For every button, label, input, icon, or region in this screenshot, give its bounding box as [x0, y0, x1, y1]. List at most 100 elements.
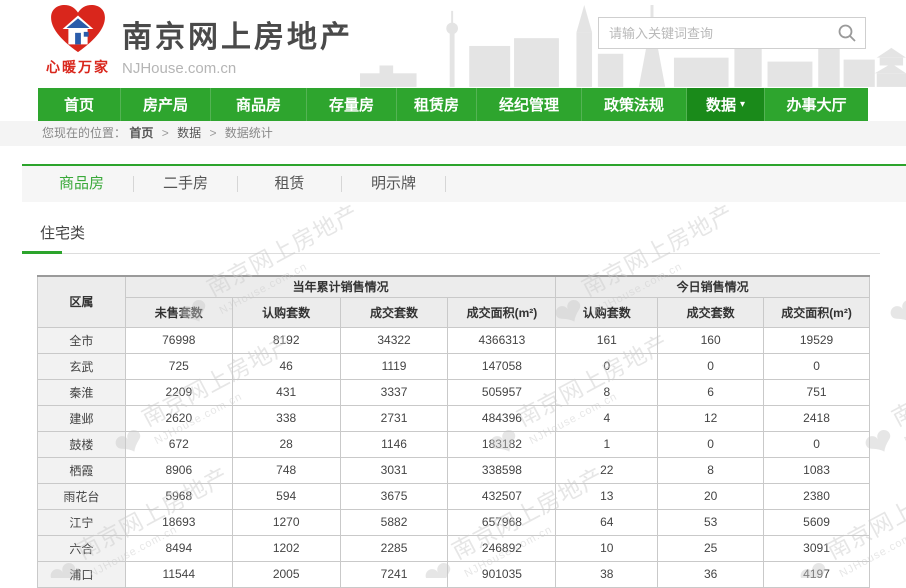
table-cell: 4366313 — [447, 326, 557, 354]
breadcrumb-separator: > — [161, 126, 169, 140]
table-cell: 432507 — [447, 482, 557, 510]
table-cell: 53 — [657, 508, 765, 536]
table-row: 建邺 2620 338 2731 484396 4 12 2418 — [37, 404, 870, 432]
table-cell: 161 — [555, 326, 659, 354]
table-row: 鼓楼 672 28 1146 183182 1 0 0 — [37, 430, 870, 458]
table-cell: 4197 — [763, 560, 870, 588]
breadcrumb: 您现在的位置： 首页 > 数据 > 数据统计 — [0, 121, 906, 146]
table-cell: 38 — [555, 560, 659, 588]
table-row: 全市 76998 8192 34322 4366313 161 160 19529 — [37, 326, 870, 354]
table-cell: 25 — [657, 534, 765, 562]
breadcrumb-current: 数据统计 — [224, 126, 273, 140]
table-row: 雨花台 5968 594 3675 432507 13 20 2380 — [37, 482, 870, 510]
table-cell: 2620 — [124, 404, 233, 432]
group-header-today-sales: 今日销售情况 — [555, 275, 870, 298]
district-cell: 全市 — [37, 326, 126, 354]
nav-item-policy[interactable]: 政策法规 — [582, 88, 687, 121]
table-cell: 2209 — [124, 378, 233, 406]
district-cell: 浦口 — [37, 560, 126, 588]
table-cell: 19529 — [763, 326, 870, 354]
col-header-unsold-units: 未售套数 — [124, 296, 233, 328]
table-cell: 8 — [555, 378, 659, 406]
table-cell: 11544 — [124, 560, 233, 588]
nav-item-commercial[interactable]: 商品房 — [211, 88, 307, 121]
col-header-subscribed-today: 认购套数 — [555, 296, 659, 328]
table-cell: 1 — [555, 430, 659, 458]
tab-disclosure-board[interactable]: 明示牌 — [342, 176, 446, 192]
district-cell: 六合 — [37, 534, 126, 562]
table-cell: 8906 — [124, 456, 233, 484]
table-cell: 3091 — [763, 534, 870, 562]
district-cell: 玄武 — [37, 352, 126, 380]
table-cell: 484396 — [447, 404, 557, 432]
breadcrumb-separator: > — [209, 126, 217, 140]
logo-slogan: 心暖万家 — [46, 59, 110, 75]
table-cell: 8494 — [124, 534, 233, 562]
col-header-area-ytd: 成交面积(m²) — [447, 296, 557, 328]
table-cell: 20 — [657, 482, 765, 510]
nav-item-data[interactable]: 数据 ▾ — [687, 88, 765, 121]
nav-item-stock[interactable]: 存量房 — [307, 88, 397, 121]
green-accent-bar — [22, 251, 62, 254]
page-header: 心暖万家 南京网上房地产 NJHouse.com.cn — [0, 0, 906, 88]
search-box — [598, 17, 866, 49]
table-cell: 725 — [124, 352, 233, 380]
table-cell: 76998 — [124, 326, 233, 354]
tab-rental[interactable]: 租赁 — [238, 176, 342, 192]
table-cell: 6 — [657, 378, 765, 406]
table-cell: 3337 — [339, 378, 449, 406]
table-cell: 338 — [231, 404, 341, 432]
tab-second-hand[interactable]: 二手房 — [134, 176, 238, 192]
table-cell: 901035 — [447, 560, 557, 588]
table-cell: 18693 — [124, 508, 233, 536]
table-cell: 8 — [657, 456, 765, 484]
nav-item-brokerage[interactable]: 经纪管理 — [477, 88, 582, 121]
table-cell: 8192 — [231, 326, 341, 354]
site-logo[interactable]: 心暖万家 — [34, 4, 122, 77]
search-input[interactable] — [599, 25, 829, 41]
district-cell: 栖霞 — [37, 456, 126, 484]
table-cell: 0 — [657, 430, 765, 458]
search-button[interactable] — [829, 18, 865, 48]
nav-item-service-hall[interactable]: 办事大厅 — [786, 97, 847, 114]
heart-house-logo-icon — [51, 4, 105, 53]
table-row: 六合 8494 1202 2285 246892 10 25 3091 — [37, 534, 870, 562]
breadcrumb-data-link[interactable]: 数据 — [177, 126, 202, 140]
breadcrumb-label: 您现在的位置： — [42, 126, 127, 140]
table-row: 浦口 11544 2005 7241 901035 38 36 4197 — [37, 560, 870, 588]
heart-icon: ❤ — [882, 288, 906, 339]
table-cell: 1202 — [231, 534, 341, 562]
table-cell: 34322 — [339, 326, 449, 354]
table-cell: 5882 — [339, 508, 449, 536]
table-cell: 7241 — [339, 560, 449, 588]
site-domain: NJHouse.com.cn — [122, 60, 237, 77]
district-cell: 建邺 — [37, 404, 126, 432]
sales-statistics-table: 区属 当年累计销售情况 今日销售情况 未售套数 认购套数 成交套数 成交面积(m… — [37, 275, 870, 588]
district-cell: 鼓楼 — [37, 430, 126, 458]
nav-item-bureau[interactable]: 房产局 — [121, 88, 211, 121]
table-cell: 505957 — [447, 378, 557, 406]
table-cell: 246892 — [447, 534, 557, 562]
table-cell: 160 — [657, 326, 765, 354]
table-cell: 10 — [555, 534, 659, 562]
table-cell: 751 — [763, 378, 870, 406]
tab-commercial-housing[interactable]: 商品房 — [30, 176, 134, 192]
breadcrumb-home-link[interactable]: 首页 — [129, 126, 154, 140]
table-row: 江宁 18693 1270 5882 657968 64 53 5609 — [37, 508, 870, 536]
table-cell: 594 — [231, 482, 341, 510]
table-cell: 338598 — [447, 456, 557, 484]
table-cell: 5609 — [763, 508, 870, 536]
nav-item-home[interactable]: 首页 — [38, 88, 121, 121]
col-header-district: 区属 — [37, 275, 126, 328]
category-tabs: 商品房 二手房 租赁 明示牌 — [22, 164, 906, 202]
section-underline — [22, 251, 880, 254]
table-cell: 4 — [555, 404, 659, 432]
table-cell: 1270 — [231, 508, 341, 536]
table-cell: 657968 — [447, 508, 557, 536]
table-cell: 2380 — [763, 482, 870, 510]
table-cell: 64 — [555, 508, 659, 536]
table-cell: 0 — [763, 430, 870, 458]
col-header-closed-today: 成交套数 — [657, 296, 765, 328]
nav-item-rental[interactable]: 租赁房 — [397, 88, 477, 121]
table-cell: 183182 — [447, 430, 557, 458]
